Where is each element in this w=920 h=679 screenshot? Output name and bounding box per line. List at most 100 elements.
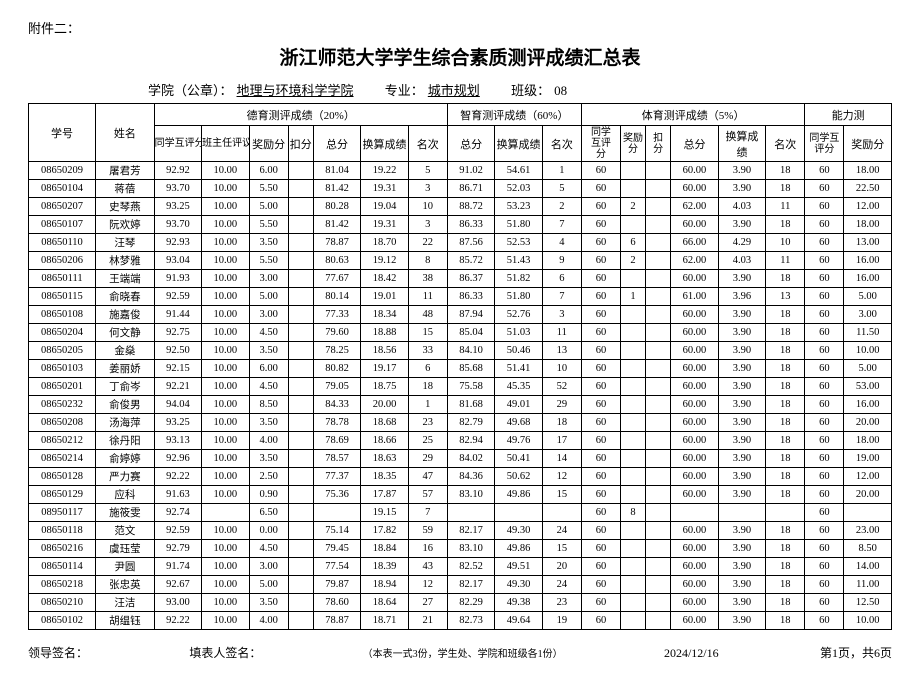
cell-m_deduct: [288, 198, 313, 216]
th-a-peer: 同学互评分: [805, 126, 844, 162]
cell-i_total: 85.04: [447, 324, 494, 342]
table-row: 08650208汤海萍93.2510.003.5078.7818.682382.…: [29, 414, 892, 432]
cell-m_conv: 18.64: [361, 594, 408, 612]
cell-m_conv: 18.39: [361, 558, 408, 576]
cell-a_peer: 60: [805, 198, 844, 216]
cell-m_total: 78.87: [313, 234, 360, 252]
cell-i_rank: 11: [542, 324, 581, 342]
cell-m_teacher: 10.00: [202, 216, 249, 234]
cell-p_conv: 3.90: [718, 342, 765, 360]
cell-i_total: 82.52: [447, 558, 494, 576]
cell-a_peer: 60: [805, 180, 844, 198]
cell-i_total: 85.68: [447, 360, 494, 378]
cell-a_bonus: 18.00: [844, 216, 892, 234]
cell-m_bonus: 3.00: [249, 306, 288, 324]
table-row: 08650206林梦雅93.0410.005.5080.6319.12885.7…: [29, 252, 892, 270]
th-m-deduct: 扣分: [288, 126, 313, 162]
cell-m_peer: 91.93: [154, 270, 201, 288]
cell-m_bonus: 3.50: [249, 594, 288, 612]
appendix-label: 附件二：: [28, 18, 892, 37]
cell-m_rank: 10: [408, 198, 447, 216]
cell-p_bonus: [620, 342, 645, 360]
cell-m_teacher: 10.00: [202, 270, 249, 288]
cell-name: 林梦雅: [96, 252, 155, 270]
cell-i_total: 82.94: [447, 432, 494, 450]
cell-m_total: 79.05: [313, 378, 360, 396]
cell-i_total: 87.56: [447, 234, 494, 252]
cell-name: 汤海萍: [96, 414, 155, 432]
cell-m_bonus: 5.00: [249, 576, 288, 594]
cell-m_deduct: [288, 162, 313, 180]
cell-p_rank: 18: [766, 180, 805, 198]
cell-p_rank: 18: [766, 576, 805, 594]
cell-m_conv: 18.70: [361, 234, 408, 252]
cell-m_rank: 23: [408, 414, 447, 432]
cell-m_rank: 6: [408, 360, 447, 378]
cell-m_peer: 92.22: [154, 468, 201, 486]
cell-p_conv: 3.90: [718, 468, 765, 486]
cell-a_bonus: 20.00: [844, 486, 892, 504]
table-row: 08650216虞珏莹92.7910.004.5079.4518.841683.…: [29, 540, 892, 558]
cell-p_total: 60.00: [671, 180, 718, 198]
cell-p_peer: 60: [581, 306, 620, 324]
cell-id: 08650210: [29, 594, 96, 612]
cell-m_deduct: [288, 486, 313, 504]
cell-m_peer: 93.13: [154, 432, 201, 450]
footer-date: 2024/12/16: [664, 646, 719, 661]
cell-p_total: 60.00: [671, 612, 718, 630]
cell-a_bonus: 16.00: [844, 396, 892, 414]
cell-p_total: 60.00: [671, 486, 718, 504]
cell-i_conv: 51.03: [495, 324, 542, 342]
cell-name: 金燊: [96, 342, 155, 360]
table-body: 08650209屠君芳92.9210.006.0081.0419.22591.0…: [29, 162, 892, 630]
cell-p_bonus: [620, 216, 645, 234]
cell-id: 08650102: [29, 612, 96, 630]
cell-m_rank: 3: [408, 216, 447, 234]
cell-a_bonus: 10.00: [844, 612, 892, 630]
cell-p_bonus: [620, 414, 645, 432]
cell-m_rank: 3: [408, 180, 447, 198]
cell-m_teacher: 10.00: [202, 288, 249, 306]
cell-id: 08650212: [29, 432, 96, 450]
cell-i_rank: 4: [542, 234, 581, 252]
cell-m_rank: 43: [408, 558, 447, 576]
college-label: 学院（公章）：: [148, 83, 233, 98]
cell-i_rank: 7: [542, 288, 581, 306]
cell-a_bonus: 14.00: [844, 558, 892, 576]
cell-m_peer: 94.04: [154, 396, 201, 414]
table-row: 08650232俞俊男94.0410.008.5084.3320.00181.6…: [29, 396, 892, 414]
cell-a_peer: 60: [805, 486, 844, 504]
cell-m_bonus: 8.50: [249, 396, 288, 414]
cell-a_bonus: 12.00: [844, 198, 892, 216]
table-row: 08650204何文静92.7510.004.5079.6018.881585.…: [29, 324, 892, 342]
cell-m_conv: 18.75: [361, 378, 408, 396]
th-p-rank: 名次: [766, 126, 805, 162]
footer-page: 第1页，共6页: [820, 644, 892, 661]
cell-m_deduct: [288, 234, 313, 252]
cell-p_conv: 3.90: [718, 576, 765, 594]
cell-p_bonus: 2: [620, 252, 645, 270]
cell-m_rank: 12: [408, 576, 447, 594]
cell-id: 08650208: [29, 414, 96, 432]
cell-i_conv: 51.43: [495, 252, 542, 270]
cell-m_deduct: [288, 612, 313, 630]
cell-p_peer: 60: [581, 162, 620, 180]
cell-m_peer: 93.70: [154, 216, 201, 234]
cell-p_total: 61.00: [671, 288, 718, 306]
cell-p_rank: 18: [766, 432, 805, 450]
cell-i_conv: 49.01: [495, 396, 542, 414]
cell-m_teacher: 10.00: [202, 540, 249, 558]
table-row: 08650107阮欢婷93.7010.005.5081.4219.31386.3…: [29, 216, 892, 234]
cell-i_conv: 49.64: [495, 612, 542, 630]
cell-m_peer: 93.70: [154, 180, 201, 198]
cell-m_teacher: 10.00: [202, 594, 249, 612]
cell-m_conv: 18.63: [361, 450, 408, 468]
cell-m_deduct: [288, 558, 313, 576]
cell-m_total: 78.60: [313, 594, 360, 612]
cell-p_deduct: [646, 288, 671, 306]
cell-p_conv: 3.96: [718, 288, 765, 306]
cell-m_teacher: [202, 504, 249, 522]
cell-i_conv: 49.51: [495, 558, 542, 576]
cell-p_peer: 60: [581, 342, 620, 360]
cell-i_total: 86.33: [447, 216, 494, 234]
